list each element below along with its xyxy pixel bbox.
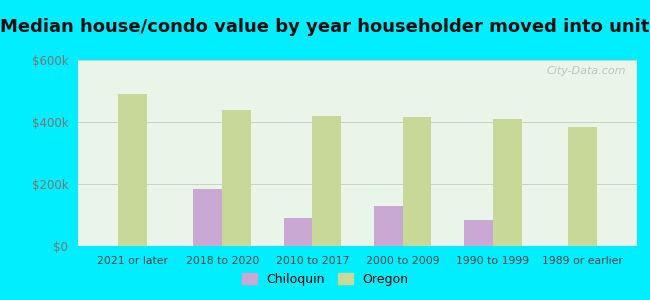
Bar xyxy=(464,220,493,246)
Bar xyxy=(374,206,402,246)
Bar xyxy=(118,94,146,246)
Bar xyxy=(493,119,521,246)
Bar xyxy=(222,110,251,246)
Bar xyxy=(402,117,432,246)
Text: Median house/condo value by year householder moved into unit: Median house/condo value by year househo… xyxy=(0,18,650,36)
Text: City-Data.com: City-Data.com xyxy=(546,66,626,76)
Bar xyxy=(194,189,222,246)
Bar xyxy=(313,116,341,246)
Legend: Chiloquin, Oregon: Chiloquin, Oregon xyxy=(237,268,413,291)
Bar xyxy=(283,218,313,246)
Bar xyxy=(569,127,597,246)
